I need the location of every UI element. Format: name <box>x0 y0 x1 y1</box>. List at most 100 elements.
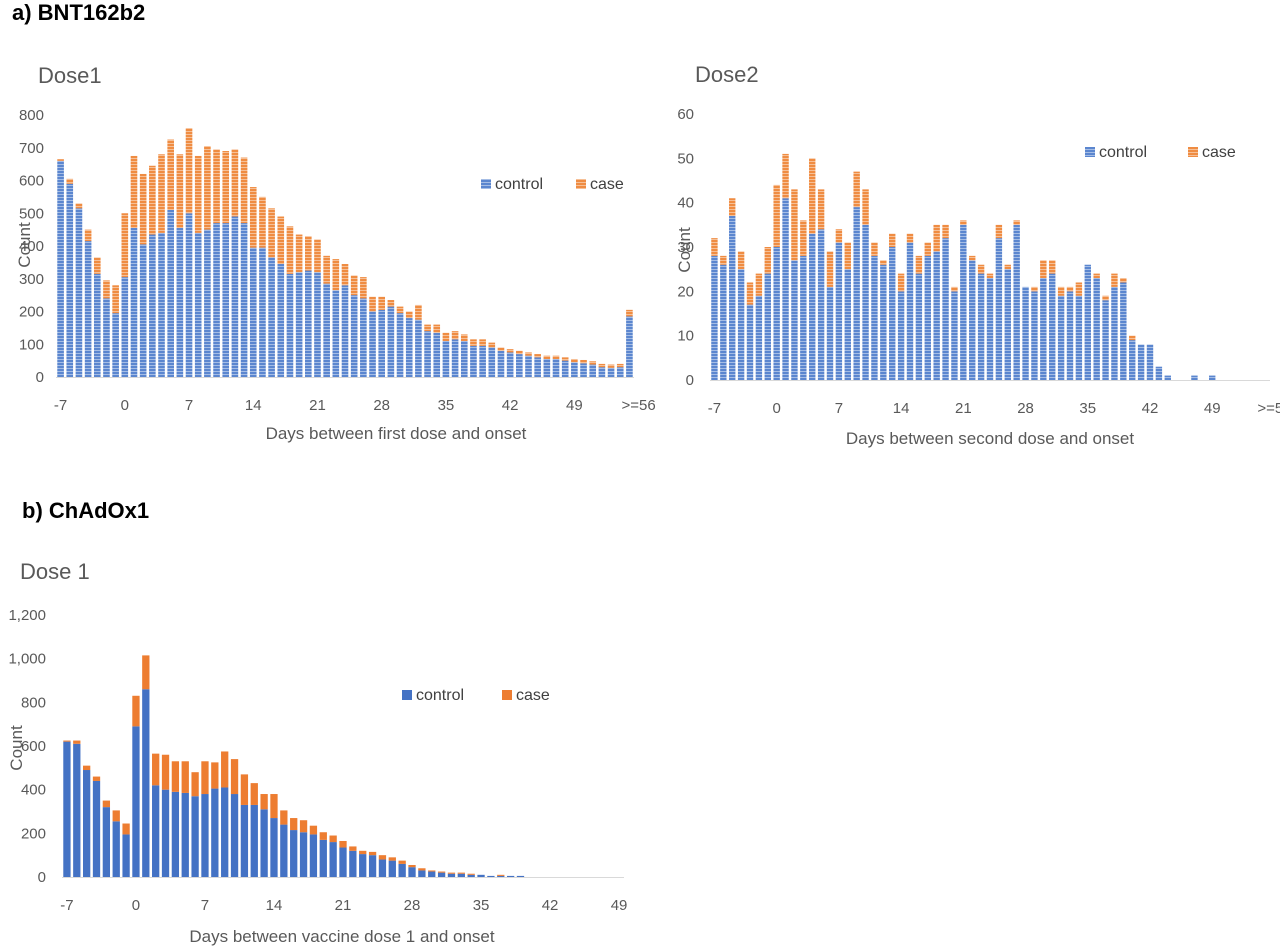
bar-case <box>800 220 807 256</box>
bar-control <box>181 792 189 877</box>
bar-case <box>479 339 486 346</box>
bar-control <box>171 791 180 877</box>
y-tick-label: 700 <box>19 140 44 157</box>
bar-control <box>1209 375 1216 380</box>
bar-case <box>139 173 147 245</box>
bar-case <box>418 868 426 871</box>
y-tick-label: 800 <box>19 107 44 124</box>
bar-control <box>1013 224 1020 380</box>
bar-control <box>506 352 514 377</box>
bar-case <box>711 238 718 256</box>
bar-control <box>942 238 949 380</box>
bar-case <box>66 178 74 184</box>
x-tick-label: 35 <box>438 397 455 414</box>
bar-control <box>75 208 83 377</box>
legend-swatch-control <box>1085 147 1095 157</box>
bar-control <box>161 789 170 877</box>
x-tick-label: 49 <box>611 897 628 914</box>
bar-control <box>782 198 789 380</box>
bar-case <box>497 874 505 876</box>
bar-case <box>378 855 387 860</box>
bar-case <box>616 363 624 368</box>
bar-control <box>359 854 367 877</box>
bar-case <box>809 158 816 234</box>
bar-control <box>428 871 436 877</box>
legend-label-control: control <box>1099 144 1147 161</box>
bar-case <box>341 264 349 286</box>
bar-case <box>57 159 64 161</box>
bar-case <box>437 871 446 873</box>
bar-control <box>433 332 441 377</box>
bar-control <box>897 291 905 380</box>
bar-case <box>158 154 165 233</box>
bar-case <box>240 774 249 805</box>
bar-control <box>809 233 816 380</box>
bar-control <box>889 247 896 380</box>
bar-control <box>1093 278 1100 380</box>
bar-control <box>250 804 258 877</box>
bar-case <box>460 334 468 341</box>
bar-case <box>424 324 431 332</box>
bar-case <box>102 800 111 808</box>
bar-control <box>442 340 450 377</box>
bar-case <box>280 810 288 825</box>
bar-control <box>92 780 101 877</box>
bar-control <box>259 247 266 377</box>
bar-case <box>350 275 358 296</box>
bar-control <box>341 285 349 377</box>
y-tick-label: 800 <box>21 694 46 711</box>
y-tick-label: 0 <box>38 869 46 886</box>
bar-control <box>211 788 219 877</box>
bar-control <box>951 291 958 380</box>
bar-control <box>737 269 745 380</box>
bar-control <box>1066 291 1074 380</box>
bar-control <box>457 873 465 877</box>
x-tick-label: 42 <box>542 897 559 914</box>
bar-control <box>387 306 395 377</box>
bar-control <box>240 223 248 377</box>
bar-case <box>84 229 92 242</box>
bar-case <box>339 840 347 848</box>
bar-case <box>132 695 140 727</box>
bar-case <box>906 233 914 243</box>
x-axis-label: Days between second dose and onset <box>846 429 1135 448</box>
bar-control <box>986 278 994 380</box>
bar-control <box>571 362 578 377</box>
bar-case <box>764 247 771 274</box>
y-tick-label: 600 <box>21 738 46 755</box>
bar-control <box>378 859 387 877</box>
bar-control <box>268 257 275 377</box>
legend-swatch-case <box>576 179 586 189</box>
bar-case <box>497 347 505 351</box>
bar-control <box>378 309 386 377</box>
bar-case <box>589 361 597 365</box>
bar-case <box>130 155 138 228</box>
bar-control <box>626 316 633 377</box>
bar-case <box>1111 273 1118 287</box>
x-tick-label: 21 <box>335 897 352 914</box>
bar-case <box>1040 260 1047 279</box>
bar-control <box>185 213 193 377</box>
bar-case <box>1093 273 1100 279</box>
bar-control <box>1031 291 1038 380</box>
bar-case <box>213 149 220 224</box>
bar-case <box>259 196 266 248</box>
bar-case <box>729 198 736 216</box>
bar-control <box>231 216 239 377</box>
bar-case <box>250 783 258 805</box>
bar-control <box>1111 286 1118 380</box>
bar-control <box>506 875 515 877</box>
bar-control <box>360 298 367 377</box>
y-tick-label: 50 <box>677 150 694 167</box>
bar-case <box>552 355 560 359</box>
bar-case <box>470 339 477 346</box>
bar-control <box>191 796 199 877</box>
bar-control <box>1022 286 1029 380</box>
bar-case <box>63 740 71 742</box>
bar-case <box>977 264 985 274</box>
bar-case <box>221 751 229 788</box>
x-tick-label: 21 <box>955 400 972 417</box>
bar-control <box>853 207 860 380</box>
bar-case <box>737 251 745 270</box>
bar-case <box>1102 295 1109 301</box>
